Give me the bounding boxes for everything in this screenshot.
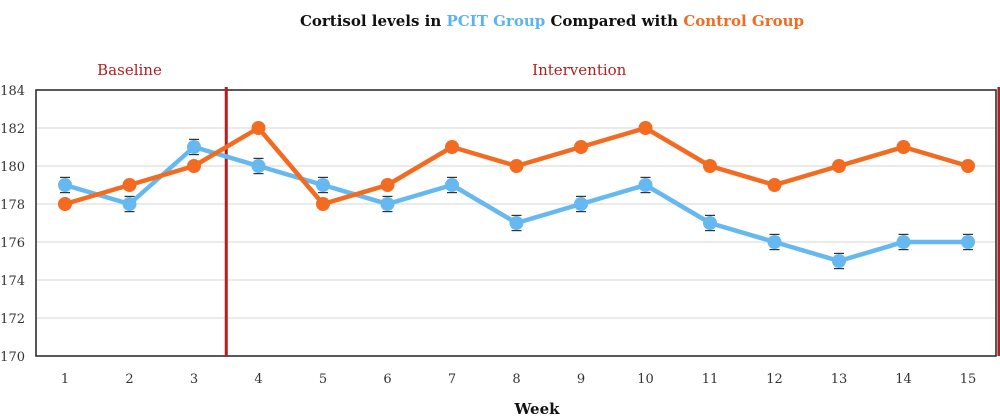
x-tick-label-12: 12 xyxy=(766,372,783,387)
x-tick-label-7: 7 xyxy=(448,372,456,387)
y-tick-label-172: 172 xyxy=(0,312,25,327)
x-tick-label-15: 15 xyxy=(960,372,977,387)
phase-label-baseline: Baseline xyxy=(97,61,162,79)
x-tick-label-10: 10 xyxy=(637,372,654,387)
series-1-point-11 xyxy=(703,216,717,230)
series-2-point-1 xyxy=(58,197,72,211)
x-tick-label-11: 11 xyxy=(702,372,719,387)
y-tick-label-178: 178 xyxy=(0,198,25,213)
series-1-point-6 xyxy=(380,197,395,211)
series-2-point-13 xyxy=(832,159,846,173)
series-1-point-5 xyxy=(316,178,330,192)
series-2-point-5 xyxy=(316,197,330,211)
series-2-point-2 xyxy=(122,178,137,192)
series-2-point-15 xyxy=(961,159,975,173)
y-tick-label-176: 176 xyxy=(0,236,25,251)
series-1-point-4 xyxy=(251,159,266,173)
x-tick-label-3: 3 xyxy=(190,372,198,387)
series-2-point-8 xyxy=(509,159,524,173)
series-2-point-6 xyxy=(380,178,395,192)
y-tick-label-184: 184 xyxy=(0,84,25,99)
y-tick-label-170: 170 xyxy=(0,350,25,365)
series-2-point-7 xyxy=(445,140,459,154)
series-2-point-9 xyxy=(574,140,588,154)
series-1-point-14 xyxy=(896,235,911,249)
x-tick-label-8: 8 xyxy=(512,372,520,387)
x-tick-label-5: 5 xyxy=(319,372,327,387)
plot-area-frame xyxy=(35,89,997,357)
series-2-point-4 xyxy=(251,121,266,135)
x-axis-ticks: 1 2 3 4 5 6 7 8 9 10 11 12 13 14 15 xyxy=(61,372,976,387)
series-2 xyxy=(58,121,975,211)
series-2-point-3 xyxy=(187,159,201,173)
title-part-3: Compared with xyxy=(545,12,683,30)
chart-title: Cortisol levels in PCIT Group Compared w… xyxy=(300,12,804,30)
x-tick-label-4: 4 xyxy=(254,372,262,387)
series-2-point-14 xyxy=(896,140,911,154)
y-tick-label-180: 180 xyxy=(0,160,25,175)
x-tick-label-13: 13 xyxy=(831,372,848,387)
series-2-point-12 xyxy=(767,178,782,192)
title-part-control-group: Control Group xyxy=(683,12,804,30)
series-1-point-13 xyxy=(832,254,846,268)
title-part-1: Cortisol levels in xyxy=(300,12,447,30)
data-series xyxy=(58,121,975,270)
y-tick-label-182: 182 xyxy=(0,122,25,137)
series-1-point-15 xyxy=(961,235,975,249)
phase-annotations: Baseline Intervention xyxy=(97,61,1000,356)
series-1-point-8 xyxy=(509,216,524,230)
x-tick-label-2: 2 xyxy=(125,372,133,387)
y-axis-ticks: 170 172 174 176 178 180 182 184 xyxy=(0,84,25,365)
series-1-point-7 xyxy=(445,178,459,192)
phase-label-intervention: Intervention xyxy=(532,61,627,79)
x-tick-label-9: 9 xyxy=(577,372,585,387)
x-tick-label-1: 1 xyxy=(61,372,69,387)
x-axis-title: Week xyxy=(513,400,560,418)
series-1-point-10 xyxy=(638,178,653,192)
series-2-point-10 xyxy=(638,121,653,135)
series-2-point-11 xyxy=(703,159,717,173)
series-1-point-2 xyxy=(122,197,137,211)
title-part-pcit-group: PCIT Group xyxy=(447,12,546,30)
x-tick-label-14: 14 xyxy=(895,372,912,387)
series-1-point-3 xyxy=(187,140,201,154)
y-tick-label-174: 174 xyxy=(0,274,25,289)
series-1-point-1 xyxy=(58,178,72,192)
x-tick-label-6: 6 xyxy=(383,372,391,387)
series-1-point-9 xyxy=(574,197,588,211)
series-1-point-12 xyxy=(767,235,782,249)
